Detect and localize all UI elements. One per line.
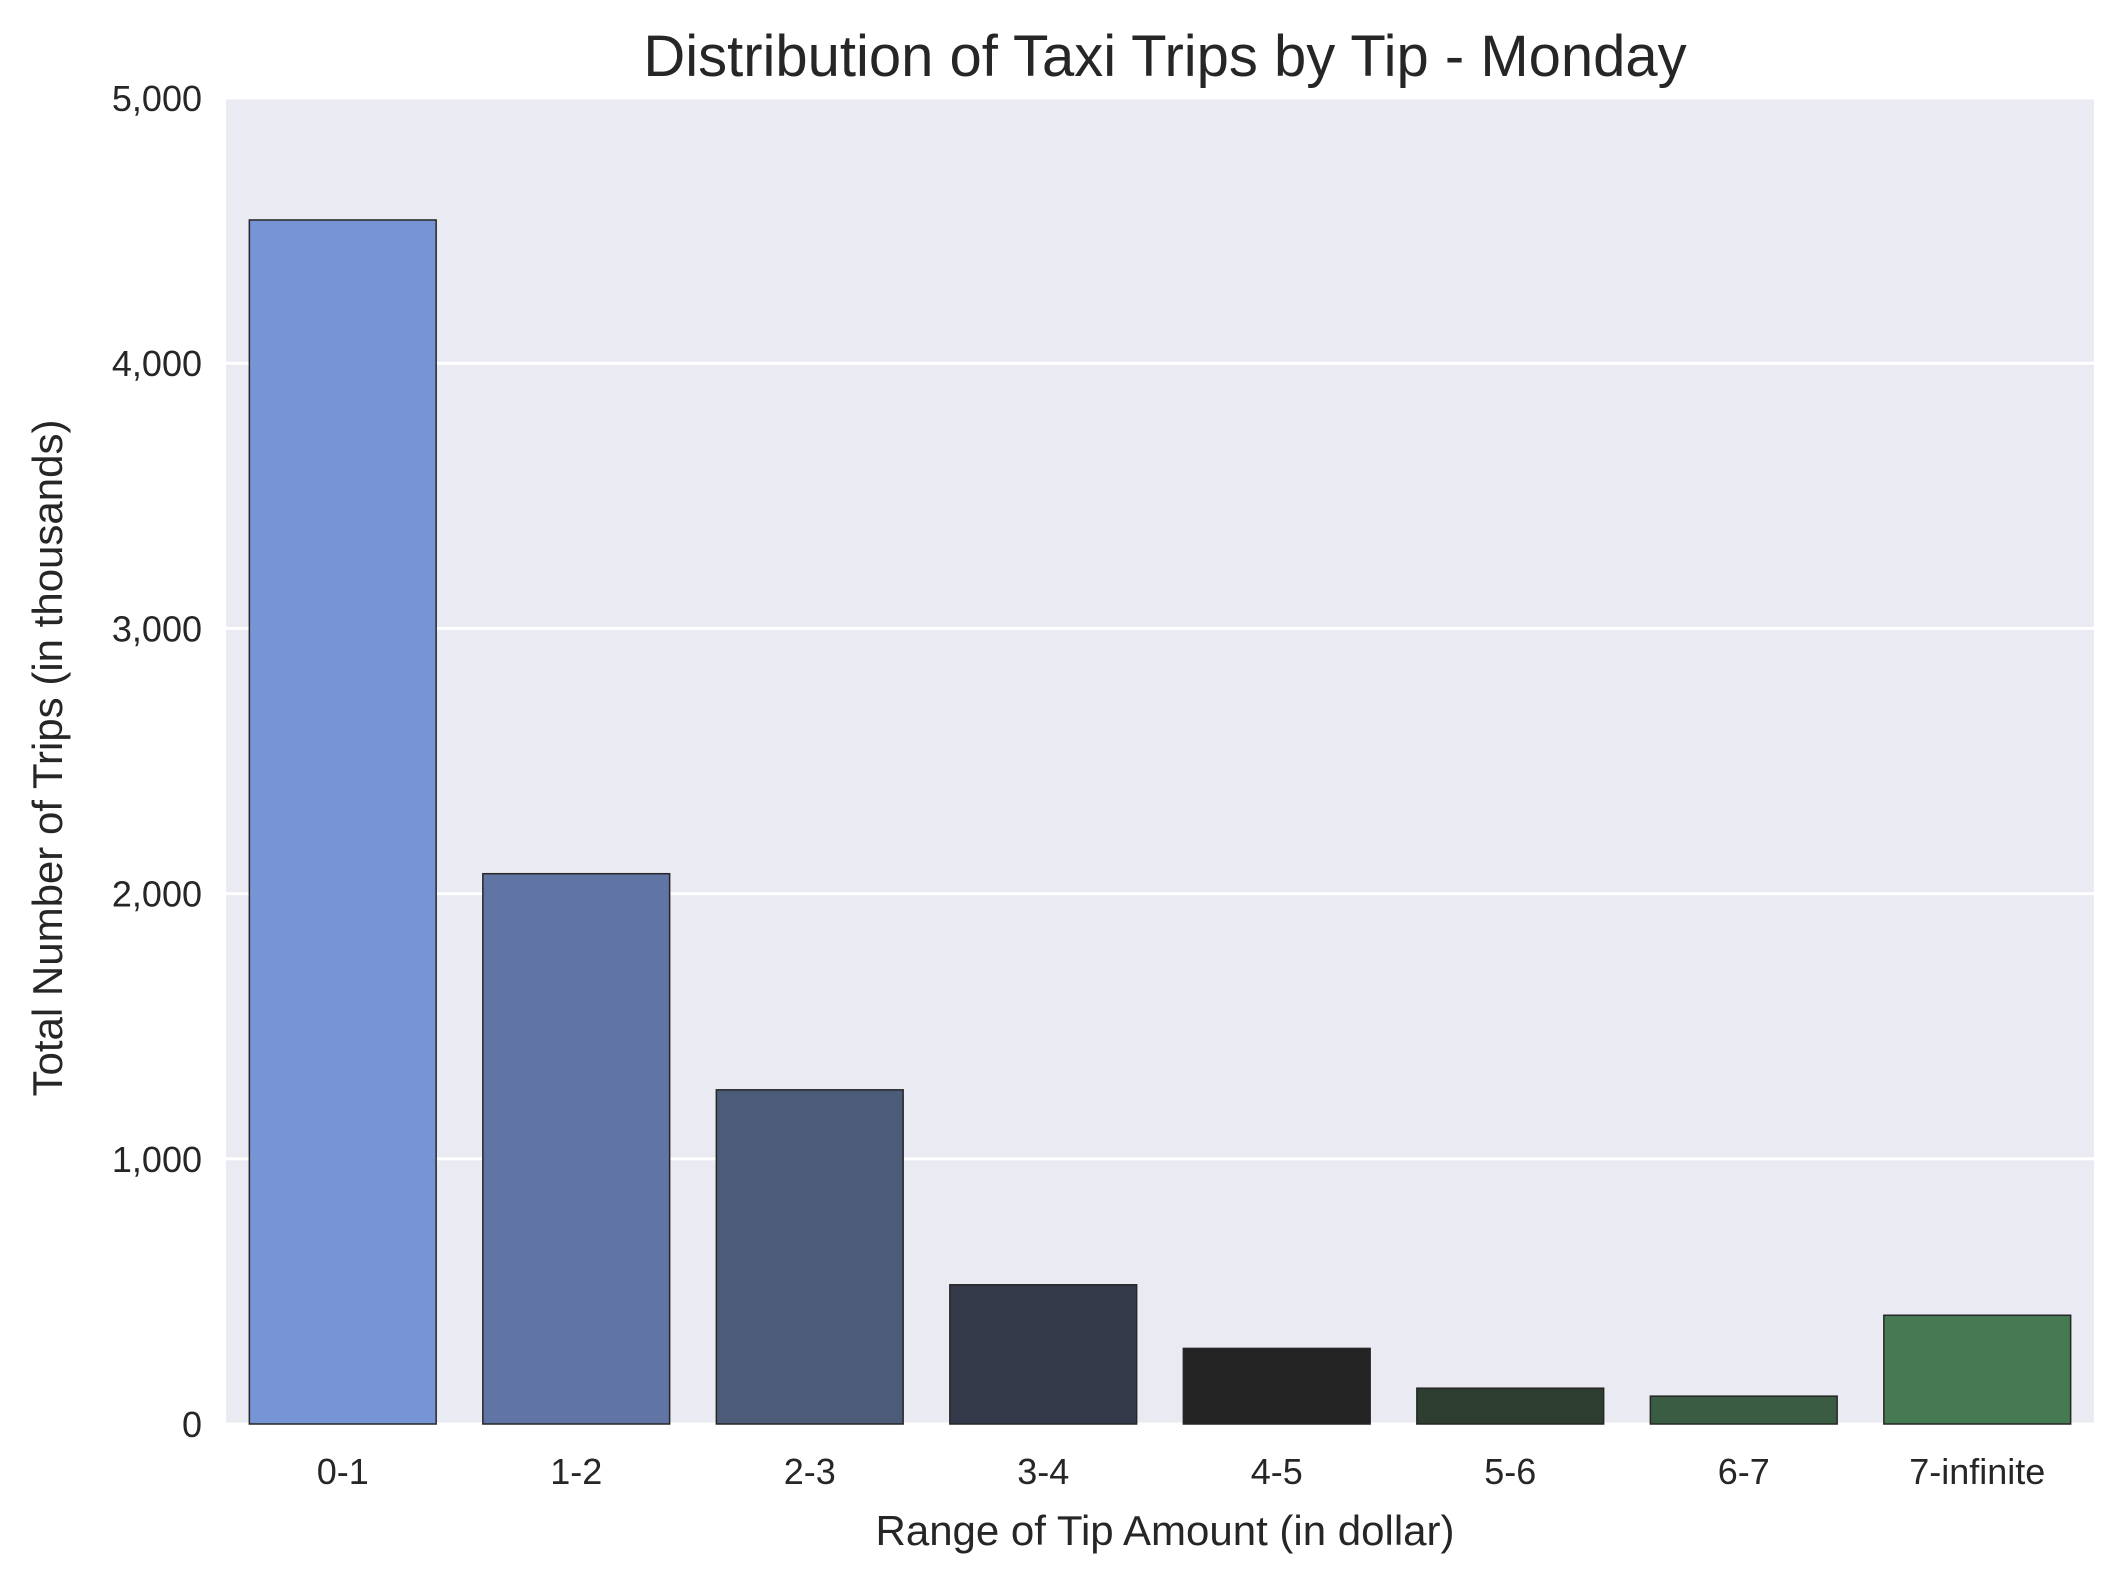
x-tick-label: 3-4 <box>1017 1451 1069 1492</box>
bar-4-5 <box>1182 1347 1371 1425</box>
x-axis-label: Range of Tip Amount (in dollar) <box>876 1507 1455 1554</box>
x-tick-label: 4-5 <box>1251 1451 1303 1492</box>
x-tick-label: 5-6 <box>1484 1451 1536 1492</box>
bar-7-infinite <box>1883 1314 2072 1425</box>
bar-5-6 <box>1416 1387 1605 1425</box>
bar-3-4 <box>949 1284 1138 1425</box>
x-axis-ticks: 0-1 1-2 2-3 3-4 4-5 5-6 6-7 7-infinite <box>317 1451 2046 1492</box>
y-tick-label: 5,000 <box>112 78 202 119</box>
y-tick-label: 2,000 <box>112 874 202 915</box>
bar-2-3 <box>715 1089 904 1425</box>
x-tick-label: 2-3 <box>784 1451 836 1492</box>
x-tick-label: 6-7 <box>1718 1451 1770 1492</box>
x-tick-label: 1-2 <box>550 1451 602 1492</box>
y-tick-label: 1,000 <box>112 1139 202 1180</box>
y-axis-ticks: 0 1,000 2,000 3,000 4,000 5,000 <box>112 78 202 1445</box>
bars <box>248 219 2072 1425</box>
y-axis-label: Total Number of Trips (in thousands) <box>24 420 71 1097</box>
x-tick-label: 0-1 <box>317 1451 369 1492</box>
x-tick-label: 7-infinite <box>1909 1451 2045 1492</box>
chart-title: Distribution of Taxi Trips by Tip - Mond… <box>643 24 1686 89</box>
bar-1-2 <box>482 872 671 1425</box>
bar-0-1 <box>248 219 437 1425</box>
y-tick-label: 3,000 <box>112 608 202 649</box>
y-tick-label: 0 <box>182 1404 202 1445</box>
bar-6-7 <box>1649 1395 1838 1425</box>
y-tick-label: 4,000 <box>112 343 202 384</box>
